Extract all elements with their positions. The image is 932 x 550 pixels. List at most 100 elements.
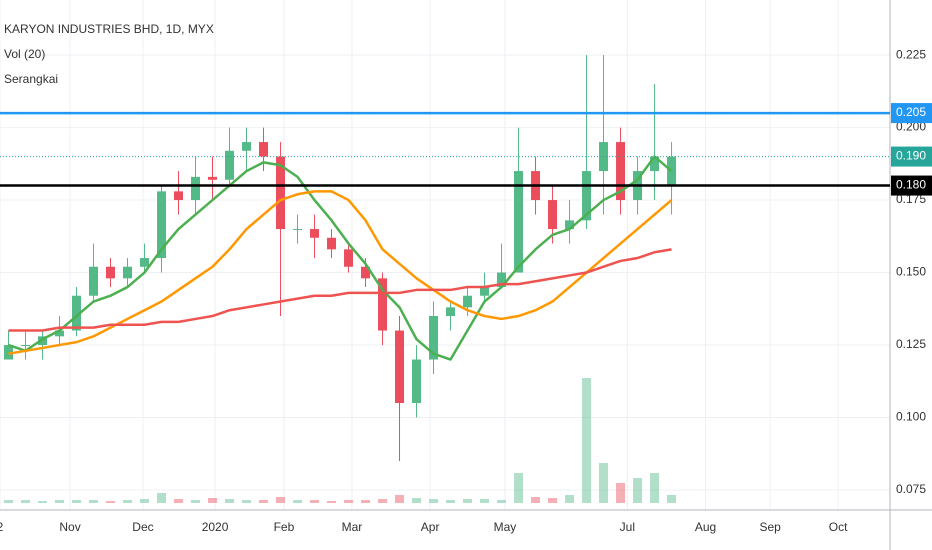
candle-body [548, 200, 558, 230]
candle-body [310, 229, 320, 238]
volume-bar [174, 499, 184, 503]
candle-body [616, 142, 626, 201]
x-tick-label: 2020 [202, 520, 229, 534]
candle-body [208, 176, 218, 180]
volume-bar [89, 500, 99, 503]
volume-bar [106, 501, 116, 503]
x-tick-label: Oct [829, 520, 848, 534]
candle-body [4, 345, 14, 360]
volume-bar [344, 500, 354, 503]
volume-bar [395, 495, 405, 503]
volume-bar [599, 463, 609, 503]
volume-bar [667, 495, 677, 503]
candle-body [344, 249, 354, 267]
volume-bar [55, 500, 65, 503]
volume-bar [446, 500, 456, 503]
candle-body [106, 266, 116, 279]
candle-body [429, 316, 439, 360]
x-tick-label: 2 [0, 520, 4, 534]
volume-bar [463, 499, 473, 503]
candle-body [446, 307, 456, 317]
candle-body [463, 295, 473, 308]
indicator-label: Serangkai [4, 72, 58, 86]
candle-body [123, 266, 133, 279]
x-tick-label: Mar [342, 520, 363, 534]
x-tick-label: Dec [132, 520, 153, 534]
volume-bar [361, 500, 371, 503]
candle-body [89, 266, 99, 296]
volume-bar [225, 499, 235, 503]
candle-body [191, 176, 201, 201]
price-badge [891, 146, 932, 167]
y-tick-label: 0.175 [896, 192, 926, 206]
x-tick-label: Aug [695, 520, 716, 534]
candle-body [174, 191, 184, 201]
candle-body [327, 237, 337, 250]
candle-body [242, 142, 252, 151]
volume-bar [72, 500, 82, 503]
volume-bar [514, 473, 524, 503]
volume-bar [616, 483, 626, 503]
candle-body [225, 150, 235, 180]
volume-bar [378, 499, 388, 503]
volume-bar [429, 499, 439, 503]
volume-bar [21, 500, 31, 503]
volume-bar [310, 500, 320, 503]
volume-bar [4, 500, 14, 503]
x-tick-label: May [494, 520, 517, 534]
moving-average-line [8, 190, 673, 355]
volume-bar [259, 500, 269, 503]
x-tick-label: Sep [759, 520, 781, 534]
x-tick-label: Nov [59, 520, 80, 534]
x-tick-label: Jul [620, 520, 635, 534]
y-tick-label: 0.225 [896, 47, 926, 61]
volume-bar [242, 500, 252, 503]
volume-bar [582, 378, 592, 503]
candle-body [497, 272, 507, 288]
candle-body [293, 229, 303, 231]
moving-average-line [8, 248, 672, 332]
volume-bar [140, 499, 150, 503]
volume-bar [327, 501, 337, 503]
volume-bar [38, 501, 48, 503]
volume-bar [276, 497, 286, 503]
volume-bar [633, 478, 643, 503]
chart-title: KARYON INDUSTRIES BHD, 1D, MYX [4, 22, 214, 36]
x-tick-label: Feb [274, 520, 295, 534]
price-badge [891, 175, 932, 196]
x-tick-label: Apr [421, 520, 440, 534]
candle-body [157, 191, 167, 259]
candle-body [650, 156, 660, 172]
volume-bar [497, 500, 507, 503]
candle-body [395, 330, 405, 404]
candle-body [480, 287, 490, 296]
candle-body [582, 171, 592, 221]
candle-body [140, 258, 150, 267]
candle-body [565, 220, 575, 230]
y-tick-label: 0.150 [896, 265, 926, 279]
volume-bar [480, 499, 490, 503]
volume-bar [123, 500, 133, 503]
volume-bar [650, 473, 660, 503]
candle-body [276, 156, 286, 230]
y-tick-label: 0.125 [896, 337, 926, 351]
volume-bar [157, 493, 167, 503]
volume-bar [412, 498, 422, 503]
candle-body [361, 266, 371, 279]
price-badge [891, 103, 932, 124]
price-badge-label: 0.205 [896, 105, 926, 119]
candle-body [21, 345, 31, 347]
candle-body [259, 142, 269, 157]
volume-bar [548, 498, 558, 503]
candle-body [514, 171, 524, 273]
volume-bar [565, 495, 575, 503]
y-tick-label: 0.100 [896, 410, 926, 424]
y-tick-label: 0.200 [896, 120, 926, 134]
candle-body [72, 295, 82, 331]
volume-bar [191, 500, 201, 503]
y-tick-label: 0.075 [896, 482, 926, 496]
volume-bar [293, 500, 303, 503]
moving-average-line [8, 155, 673, 361]
price-badge-label: 0.190 [896, 149, 926, 163]
